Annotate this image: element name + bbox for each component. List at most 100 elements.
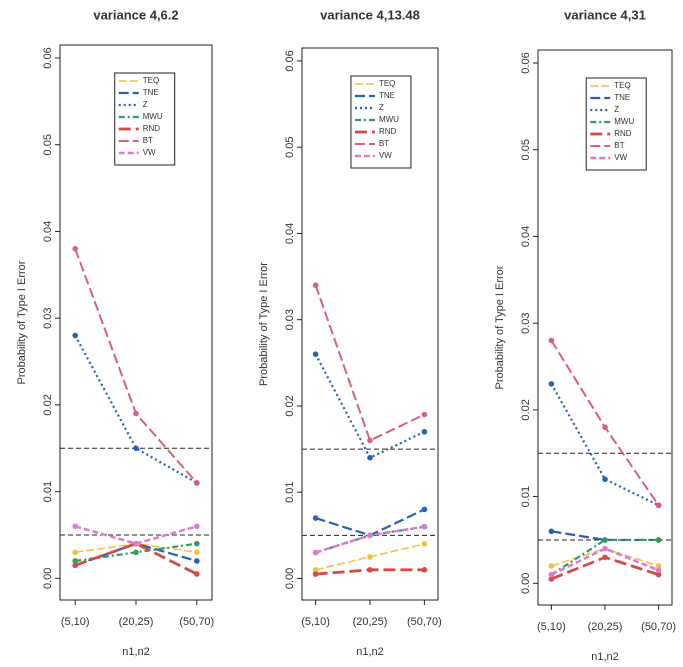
series-line [316, 527, 425, 553]
point [549, 528, 555, 534]
x-tick-label: (50,70) [641, 621, 676, 633]
legend-label: Z [379, 103, 384, 112]
legend-label: MWU [614, 117, 634, 126]
x-axis-label: n1,n2 [591, 651, 619, 663]
y-axis-label: Probability of Type I Error [494, 265, 506, 389]
x-tick-label: (5,10) [301, 616, 330, 628]
legend-label: TEQ [614, 81, 630, 90]
panel-title: variance 4,31 [564, 7, 646, 22]
y-tick-label: 0.00 [284, 568, 296, 589]
point [313, 282, 319, 288]
point [549, 381, 555, 387]
panel: variance 4,6.20.000.010.020.030.040.050.… [16, 7, 214, 657]
y-tick-label: 0.03 [42, 307, 54, 328]
y-tick-label: 0.01 [284, 481, 296, 502]
y-tick-label: 0.03 [520, 312, 532, 333]
series-line [551, 549, 658, 575]
point [602, 537, 608, 543]
x-axis-label: n1,n2 [356, 646, 384, 658]
point [194, 571, 200, 577]
legend-label: TEQ [143, 76, 159, 85]
point [422, 507, 428, 513]
y-tick-label: 0.01 [42, 481, 54, 502]
point [367, 438, 373, 444]
series-line [551, 384, 658, 505]
point [549, 563, 555, 569]
legend-label: VW [143, 148, 156, 157]
point [367, 567, 373, 573]
point [133, 550, 139, 556]
point [422, 567, 428, 573]
point [549, 338, 555, 344]
series-line [316, 509, 425, 535]
series-line [316, 285, 425, 440]
y-axis-label: Probability of Type I Error [258, 262, 270, 386]
point [422, 524, 428, 530]
point [422, 412, 428, 418]
point [72, 246, 78, 252]
point [602, 424, 608, 430]
figure: variance 4,6.20.000.010.020.030.040.050.… [0, 0, 683, 667]
legend-label: RND [379, 127, 397, 136]
y-tick-label: 0.00 [520, 573, 532, 594]
x-tick-label: (5,10) [61, 616, 90, 628]
y-tick-label: 0.03 [284, 309, 296, 330]
point [133, 411, 139, 417]
point [133, 445, 139, 451]
legend-label: TNE [614, 93, 630, 102]
panel: variance 4,310.000.010.020.030.040.050.0… [494, 7, 676, 662]
point [194, 558, 200, 564]
y-tick-label: 0.06 [42, 47, 54, 68]
legend-label: TNE [143, 88, 159, 97]
point [602, 476, 608, 482]
legend-label: Z [143, 100, 148, 109]
point [656, 537, 662, 543]
point [72, 550, 78, 556]
point [194, 480, 200, 486]
legend-label: VW [379, 151, 392, 160]
point [194, 523, 200, 529]
point [72, 523, 78, 529]
point [194, 541, 200, 547]
y-tick-label: 0.04 [520, 226, 532, 247]
x-tick-label: (5,10) [537, 621, 566, 633]
series-line [75, 544, 197, 574]
legend-label: RND [614, 129, 632, 138]
panel-title: variance 4,6.2 [93, 7, 178, 22]
point [656, 568, 662, 574]
point [194, 550, 200, 556]
x-tick-label: (20,25) [353, 616, 388, 628]
y-tick-label: 0.02 [520, 399, 532, 420]
point [133, 541, 139, 547]
point [549, 572, 555, 578]
point [656, 502, 662, 508]
x-axis-label: n1,n2 [122, 646, 150, 658]
series-line [316, 527, 425, 553]
point [313, 515, 319, 521]
point [422, 541, 428, 547]
y-tick-label: 0.02 [284, 395, 296, 416]
legend-label: MWU [143, 112, 163, 121]
y-tick-label: 0.01 [520, 486, 532, 507]
y-tick-label: 0.00 [42, 568, 54, 589]
y-tick-label: 0.04 [42, 221, 54, 242]
y-tick-label: 0.06 [284, 50, 296, 71]
point [602, 546, 608, 552]
legend-label: VW [614, 153, 627, 162]
panel: variance 4,13.480.000.010.020.030.040.05… [258, 7, 442, 657]
point [313, 351, 319, 357]
point [602, 555, 608, 561]
point [367, 533, 373, 539]
x-tick-label: (20,25) [119, 616, 154, 628]
legend-label: RND [143, 124, 161, 133]
y-tick-label: 0.02 [42, 394, 54, 415]
legend-label: BT [143, 136, 153, 145]
legend-label: TNE [379, 91, 395, 100]
point [367, 455, 373, 461]
y-axis-label: Probability of Type I Error [16, 260, 28, 384]
point [72, 563, 78, 569]
panel-title: variance 4,13.48 [320, 7, 420, 22]
legend-label: BT [614, 141, 624, 150]
legend-label: Z [614, 105, 619, 114]
x-tick-label: (50,70) [407, 616, 442, 628]
